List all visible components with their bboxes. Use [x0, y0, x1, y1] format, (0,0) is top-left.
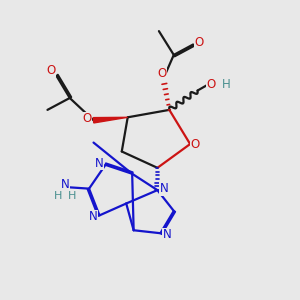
Polygon shape — [93, 117, 128, 123]
Text: H: H — [68, 191, 76, 201]
Text: N: N — [94, 157, 103, 170]
Text: O: O — [206, 77, 216, 91]
Text: O: O — [191, 138, 200, 151]
Text: N: N — [160, 182, 168, 195]
Text: N: N — [61, 178, 70, 191]
Text: O: O — [82, 112, 91, 125]
Text: H: H — [221, 77, 230, 91]
Text: N: N — [163, 228, 171, 241]
Text: H: H — [54, 191, 62, 201]
Text: O: O — [157, 67, 167, 80]
Text: O: O — [46, 64, 56, 77]
Text: N: N — [88, 210, 97, 224]
Text: O: O — [194, 36, 204, 49]
